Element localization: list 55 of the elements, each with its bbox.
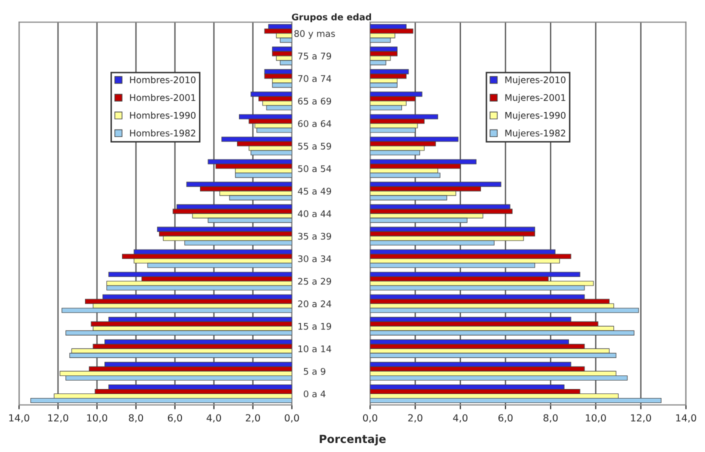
y-tick-label: 45 a 49 [298, 188, 332, 195]
bar [370, 375, 628, 380]
y-axis-title: Grupos de edad [292, 13, 372, 22]
y-tick-label: 25 a 29 [298, 278, 332, 285]
x-tick-label: 10,0 [586, 414, 606, 423]
x-tick-label: 6,0 [498, 414, 513, 423]
legend-label: Mujeres-1982 [505, 130, 566, 138]
bar [108, 272, 292, 277]
y-tick-label: 40 a 44 [298, 210, 332, 218]
legend-label: Hombres-1982 [130, 130, 196, 136]
x-tick-label: 12,0 [48, 414, 68, 423]
y-tick-label: 10 a 14 [298, 345, 332, 352]
y-tick-label: 50 a 54 [298, 165, 332, 172]
x-tick-label: 14,0 [9, 414, 30, 423]
legend-label: Mujeres-1990 [505, 112, 566, 120]
legend-label: Hombres-2001 [130, 94, 196, 101]
x-tick-label: 6,0 [168, 414, 182, 423]
y-tick-label: 55 a 59 [298, 142, 332, 150]
bar [370, 308, 639, 313]
x-tick-label: 12,0 [631, 414, 652, 423]
y-tick-label: 0 a 4 [304, 390, 326, 398]
bar [30, 398, 292, 404]
legend-label: Mujeres-2001 [505, 94, 566, 103]
y-tick-label: 75 a 79 [298, 52, 332, 60]
bar [370, 330, 634, 336]
x-tick-label: 0,0 [363, 414, 378, 423]
x-tick-label: 8,0 [128, 414, 144, 423]
legend-label: Hombres-1990 [130, 112, 196, 119]
bar [370, 272, 580, 277]
x-axis-title: Porcentaje [320, 434, 386, 446]
x-tick-label: 2,0 [408, 414, 422, 423]
y-tick-label: 30 a 34 [298, 255, 332, 262]
y-tick-label: 65 a 69 [298, 98, 332, 105]
legend-label: Mujeres-2010 [505, 76, 566, 85]
y-tick-label: 20 a 24 [298, 300, 332, 308]
y-tick-label: 15 a 19 [298, 322, 332, 330]
legend-label: Hombres-2010 [130, 76, 196, 84]
x-tick-label: 14,0 [676, 414, 696, 423]
x-tick-label: 4,0 [206, 414, 222, 423]
x-tick-label: 8,0 [544, 414, 558, 423]
y-tick-label: 35 a 39 [298, 232, 332, 240]
y-tick-label: 60 a 64 [298, 120, 332, 128]
bar [370, 352, 616, 358]
x-tick-label: 0,0 [284, 414, 299, 423]
y-tick-label: 80 y mas [294, 30, 335, 39]
y-tick-label: 70 a 74 [298, 75, 332, 82]
bar [62, 308, 292, 313]
x-tick-label: 10,0 [87, 414, 108, 423]
bar [66, 330, 292, 336]
bar [106, 285, 292, 290]
bar [69, 352, 292, 358]
bar [370, 398, 662, 404]
y-tick-label: 5 a 9 [304, 368, 326, 375]
x-tick-label: 4,0 [453, 414, 468, 423]
x-tick-label: 2,0 [246, 414, 260, 423]
